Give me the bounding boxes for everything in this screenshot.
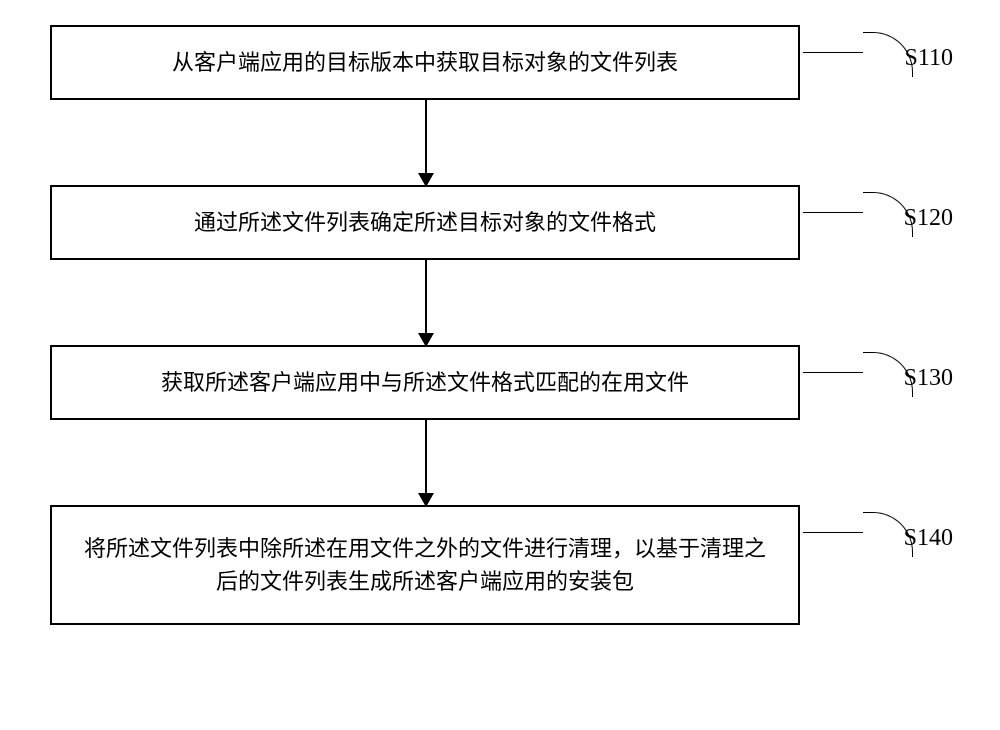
flowchart-container: 从客户端应用的目标版本中获取目标对象的文件列表 S110 通过所述文件列表确定所… xyxy=(50,25,950,625)
step-text: 从客户端应用的目标版本中获取目标对象的文件列表 xyxy=(172,46,678,79)
step-label: S110 xyxy=(905,45,953,72)
flowchart-step-s110: 从客户端应用的目标版本中获取目标对象的文件列表 S110 xyxy=(50,25,800,100)
step-text: 通过所述文件列表确定所述目标对象的文件格式 xyxy=(194,206,656,239)
step-label: S120 xyxy=(904,205,953,232)
connector-line xyxy=(803,532,863,533)
arrow-connector xyxy=(425,420,427,505)
flowchart-step-s130: 获取所述客户端应用中与所述文件格式匹配的在用文件 S130 xyxy=(50,345,800,420)
step-text: 将所述文件列表中除所述在用文件之外的文件进行清理，以基于清理之后的文件列表生成所… xyxy=(82,532,768,598)
step-label: S130 xyxy=(904,365,953,392)
connector-line xyxy=(803,212,863,213)
arrow-connector xyxy=(425,100,427,185)
connector-line xyxy=(803,52,863,53)
connector-line xyxy=(803,372,863,373)
flowchart-step-s140: 将所述文件列表中除所述在用文件之外的文件进行清理，以基于清理之后的文件列表生成所… xyxy=(50,505,800,625)
arrow-connector xyxy=(425,260,427,345)
step-label: S140 xyxy=(904,525,953,552)
step-text: 获取所述客户端应用中与所述文件格式匹配的在用文件 xyxy=(161,366,689,399)
flowchart-step-s120: 通过所述文件列表确定所述目标对象的文件格式 S120 xyxy=(50,185,800,260)
